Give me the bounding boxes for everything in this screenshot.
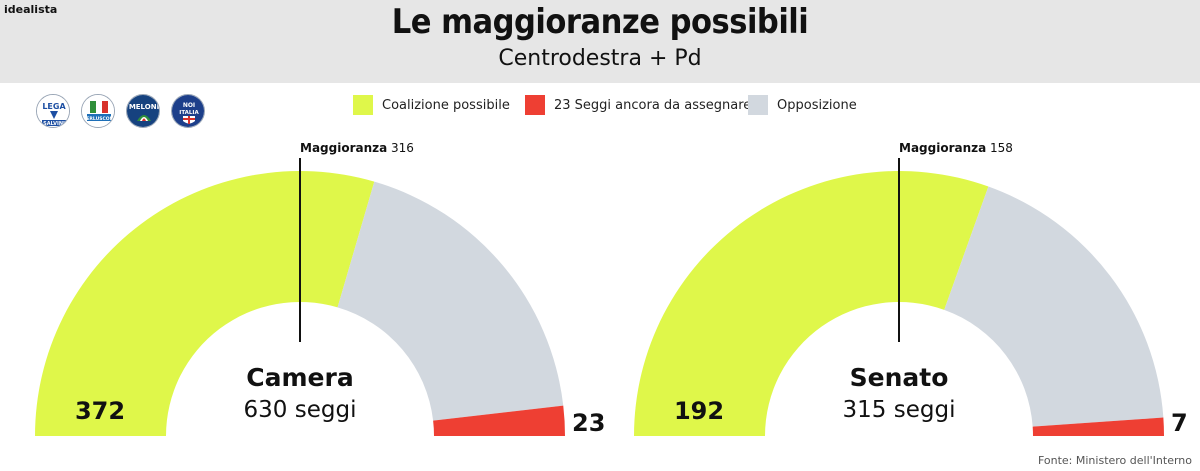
legend-swatch-coalizione — [353, 95, 373, 115]
svg-text:ITALIA: ITALIA — [179, 110, 199, 116]
camera-arc-seggi-ancora-da-assegnare — [433, 405, 565, 436]
legend-swatch-da-assegnare — [525, 95, 545, 115]
camera-arc-opposizione — [337, 181, 564, 421]
forza-italia-berlusconi-logo-icon: BERLUSCONI — [81, 94, 115, 128]
legend-item-da-assegnare: 23 Seggi ancora da assegnare — [525, 94, 751, 116]
source-note: Fonte: Ministero dell'Interno — [1037, 454, 1192, 467]
camera-arc-coalizione-possibile — [35, 170, 375, 436]
legend-label: 23 Seggi ancora da assegnare — [554, 97, 752, 113]
camera-majority-label: Maggioranza 316 — [300, 141, 414, 155]
legend-label: Coalizione possibile — [382, 97, 510, 113]
brand-logo-text: idealista — [4, 3, 58, 16]
legend-label: Opposizione — [777, 97, 857, 113]
senato-arc-seggi-ancora-da-assegnare — [1032, 417, 1164, 436]
page-subtitle: Centrodestra + Pd — [498, 46, 702, 71]
svg-text:SALVINI: SALVINI — [43, 121, 65, 127]
legend-item-coalizione: Coalizione possibile — [353, 94, 510, 116]
camera-value-label-coalizione: 372 — [75, 397, 125, 425]
camera-chart-subtitle: 630 seggi — [244, 397, 357, 423]
svg-text:NOI: NOI — [183, 102, 195, 109]
svg-text:BERLUSCONI: BERLUSCONI — [83, 116, 115, 122]
senato-chart-subtitle: 315 seggi — [843, 397, 956, 423]
senato-chart-title: Senato — [850, 363, 949, 392]
senato-majority-label: Maggioranza 158 — [899, 141, 1013, 155]
header-banner: idealista Le maggioranze possibili Centr… — [0, 0, 1200, 83]
legend-swatch-opposizione — [748, 95, 768, 115]
legend: Coalizione possibile 23 Seggi ancora da … — [0, 94, 1200, 116]
lega-salvini-logo-icon: LEGA SALVINI — [36, 94, 70, 128]
page-title: Le maggioranze possibili — [391, 2, 809, 42]
svg-text:LEGA: LEGA — [42, 102, 66, 111]
senato-value-label-da-assegnare: 7 — [1171, 409, 1188, 437]
senato-arc-opposizione — [944, 186, 1164, 427]
camera-value-label-da-assegnare: 23 — [572, 409, 605, 437]
noi-con-italia-logo-icon: NOI ITALIA — [171, 94, 205, 128]
legend-item-opposizione: Opposizione — [748, 94, 857, 116]
camera-chart-title: Camera — [246, 363, 353, 392]
svg-text:MELONI: MELONI — [129, 103, 159, 111]
fratelli-italia-meloni-logo-icon: MELONI — [126, 94, 160, 128]
senato-value-label-coalizione: 192 — [674, 397, 724, 425]
